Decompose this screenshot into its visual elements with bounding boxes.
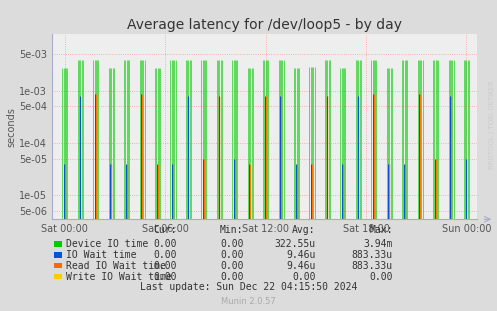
Text: Munin 2.0.57: Munin 2.0.57 bbox=[221, 297, 276, 306]
Title: Average latency for /dev/loop5 - by day: Average latency for /dev/loop5 - by day bbox=[127, 18, 402, 32]
Text: Max:: Max: bbox=[369, 225, 393, 235]
Text: Read IO Wait time: Read IO Wait time bbox=[66, 261, 166, 271]
Text: 0.00: 0.00 bbox=[153, 261, 176, 271]
Text: 3.94m: 3.94m bbox=[363, 239, 393, 249]
Text: IO Wait time: IO Wait time bbox=[66, 250, 137, 260]
Text: 322.55u: 322.55u bbox=[274, 239, 316, 249]
Text: 0.00: 0.00 bbox=[220, 272, 244, 282]
Text: 0.00: 0.00 bbox=[220, 239, 244, 249]
Text: Write IO Wait time: Write IO Wait time bbox=[66, 272, 172, 282]
Text: 0.00: 0.00 bbox=[220, 261, 244, 271]
Text: 883.33u: 883.33u bbox=[351, 250, 393, 260]
Text: 0.00: 0.00 bbox=[153, 272, 176, 282]
Text: 9.46u: 9.46u bbox=[286, 250, 316, 260]
Text: RRDTOOL / TOBI OETIKER: RRDTOOL / TOBI OETIKER bbox=[489, 80, 495, 169]
Text: 883.33u: 883.33u bbox=[351, 261, 393, 271]
Text: Device IO time: Device IO time bbox=[66, 239, 148, 249]
Text: Last update: Sun Dec 22 04:15:50 2024: Last update: Sun Dec 22 04:15:50 2024 bbox=[140, 282, 357, 292]
Text: 0.00: 0.00 bbox=[292, 272, 316, 282]
Text: 9.46u: 9.46u bbox=[286, 261, 316, 271]
Y-axis label: seconds: seconds bbox=[6, 107, 16, 147]
Text: 0.00: 0.00 bbox=[153, 250, 176, 260]
Text: Min:: Min: bbox=[220, 225, 244, 235]
Text: Avg:: Avg: bbox=[292, 225, 316, 235]
Text: 0.00: 0.00 bbox=[153, 239, 176, 249]
Text: 0.00: 0.00 bbox=[220, 250, 244, 260]
Text: 0.00: 0.00 bbox=[369, 272, 393, 282]
Text: Cur:: Cur: bbox=[153, 225, 176, 235]
